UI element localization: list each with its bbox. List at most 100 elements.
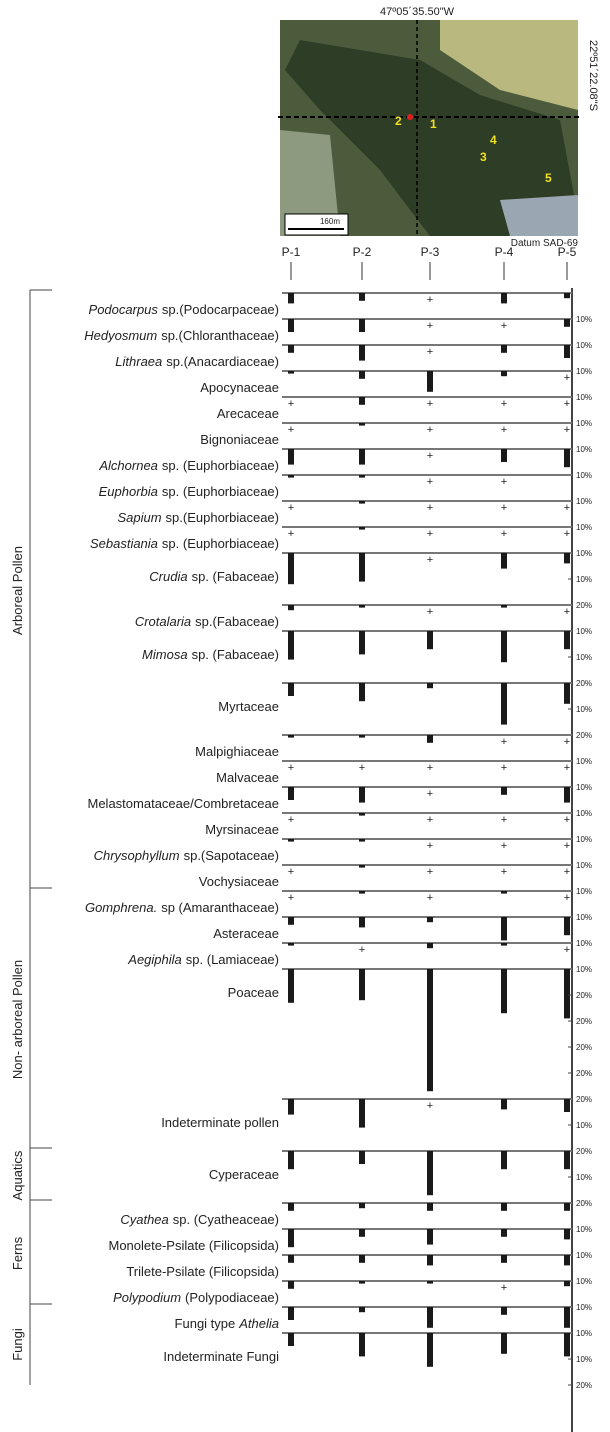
taxon-genus: Lithraea — [115, 354, 162, 369]
scale-label: 10% — [576, 913, 592, 922]
group-label: Arboreal Pollen — [10, 546, 25, 635]
bar — [359, 787, 365, 803]
scale-label: 10% — [576, 419, 592, 428]
site-label: P-5 — [558, 245, 577, 259]
taxon-name: sp.(Fabaceae) — [195, 614, 279, 629]
presence-mark: + — [359, 944, 365, 956]
taxon-name: Poaceae — [228, 985, 279, 1000]
presence-mark: + — [427, 294, 433, 306]
presence-mark: + — [427, 866, 433, 878]
scale-label: 20% — [576, 1095, 592, 1104]
taxon-genus: Cyathea — [120, 1212, 168, 1227]
presence-mark: + — [564, 424, 570, 436]
presence-mark: + — [564, 736, 570, 748]
bar — [288, 1333, 294, 1346]
bar — [359, 1099, 365, 1128]
scale-label: 10% — [576, 939, 592, 948]
bar — [288, 1203, 294, 1211]
presence-mark: + — [288, 866, 294, 878]
map-point-label: 3 — [480, 150, 487, 164]
bar — [564, 787, 570, 803]
taxon-label: Cyathea sp. (Cyatheaceae) — [120, 1212, 279, 1227]
taxon-label: Bignoniaceae — [200, 432, 279, 447]
presence-mark: + — [427, 346, 433, 358]
taxon-label: Arecaceae — [217, 406, 279, 421]
taxon-label: Hedyosmumsp.(Chloranthaceae) — [84, 328, 279, 343]
taxon-genus: Aegiphila — [127, 952, 182, 967]
bar — [359, 917, 365, 927]
taxon-name: sp. (Euphorbiaceae) — [162, 536, 279, 551]
bar — [427, 683, 433, 688]
presence-mark: + — [564, 944, 570, 956]
presence-mark: + — [501, 736, 507, 748]
taxon-label: Cyperaceae — [209, 1167, 279, 1182]
scale-label: 20% — [576, 731, 592, 740]
taxon-label: Apocynaceae — [200, 380, 279, 395]
bar — [288, 969, 294, 1003]
taxon-name: sp. (Lamiaceae) — [186, 952, 279, 967]
taxon-label: Vochysiaceae — [199, 874, 279, 889]
scale-label: 10% — [576, 1225, 592, 1234]
presence-mark: + — [564, 814, 570, 826]
bar — [501, 449, 507, 462]
scale-label: 10% — [576, 705, 592, 714]
bar — [359, 449, 365, 465]
taxon-label: Polypodium(Polypodiaceae) — [113, 1290, 279, 1305]
scale-label: 10% — [576, 445, 592, 454]
presence-mark: + — [427, 528, 433, 540]
bar — [359, 683, 365, 701]
bar — [288, 1255, 294, 1263]
scale-label: 10% — [576, 1303, 592, 1312]
taxon-label: Sapiumsp.(Euphorbiaceae) — [117, 510, 279, 525]
scale-label: 10% — [576, 497, 592, 506]
presence-mark: + — [427, 788, 433, 800]
longitude-label: 47º05´35.50"W — [380, 6, 455, 18]
bar — [501, 891, 507, 894]
taxon-name: sp (Amaranthaceae) — [161, 900, 279, 915]
taxon-name: sp. (Cyatheaceae) — [173, 1212, 279, 1227]
presence-mark: + — [427, 554, 433, 566]
bar — [288, 917, 294, 925]
taxon-name: sp. (Fabaceae) — [192, 569, 279, 584]
bar — [359, 1307, 365, 1312]
bar — [288, 345, 294, 353]
scale-label: 10% — [576, 1121, 592, 1130]
presence-mark: + — [288, 814, 294, 826]
presence-mark: + — [501, 762, 507, 774]
map: 160m 47º05´35.50"W 22º51´22.08"S Datum S… — [278, 6, 599, 249]
scale-label: 160m — [320, 217, 340, 226]
taxon-name: sp. (Euphorbiaceae) — [162, 458, 279, 473]
scale-label: 10% — [576, 1251, 592, 1260]
taxon-genus: Chrysophyllum — [94, 848, 180, 863]
taxon-name: sp.(Podocarpaceae) — [162, 302, 279, 317]
bar — [564, 1151, 570, 1169]
presence-mark: + — [427, 814, 433, 826]
taxon-genus: Polypodium — [113, 1290, 181, 1305]
bar — [564, 345, 570, 358]
taxon-label: Indeterminate Fungi — [163, 1349, 279, 1364]
bar — [427, 371, 433, 392]
scale-label: 20% — [576, 1069, 592, 1078]
taxon-label: Monolete-Psilate (Filicopsida) — [108, 1238, 279, 1253]
taxon-name: Malvaceae — [216, 770, 279, 785]
presence-mark: + — [501, 866, 507, 878]
bar — [501, 943, 507, 946]
scale-label: 10% — [576, 627, 592, 636]
presence-mark: + — [288, 762, 294, 774]
bar — [359, 1281, 365, 1284]
taxon-genus: Podocarpus — [89, 302, 159, 317]
presence-mark: + — [501, 424, 507, 436]
bar — [359, 1151, 365, 1164]
bar — [564, 293, 570, 298]
bar — [288, 293, 294, 303]
bar — [288, 735, 294, 738]
scale-label: 10% — [576, 887, 592, 896]
bar — [288, 1151, 294, 1169]
bar — [427, 735, 433, 743]
presence-mark: + — [427, 450, 433, 462]
presence-mark: + — [564, 840, 570, 852]
bar — [501, 683, 507, 725]
scale-label: 20% — [576, 1043, 592, 1052]
taxon-label: Podocarpussp.(Podocarpaceae) — [89, 302, 279, 317]
